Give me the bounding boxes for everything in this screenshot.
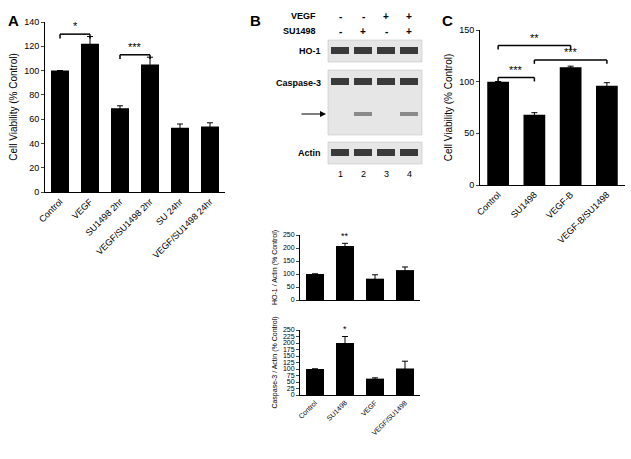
svg-text:Caspase-3: Caspase-3 bbox=[276, 78, 321, 88]
svg-text:50: 50 bbox=[287, 378, 295, 385]
svg-text:HO-1: HO-1 bbox=[299, 46, 321, 56]
svg-text:75: 75 bbox=[287, 372, 295, 379]
svg-text:0: 0 bbox=[291, 391, 295, 398]
svg-text:Cell Viability (% Control): Cell Viability (% Control) bbox=[8, 53, 19, 161]
svg-text:0: 0 bbox=[469, 180, 474, 190]
svg-text:**: ** bbox=[530, 32, 539, 44]
svg-text:-: - bbox=[339, 11, 342, 22]
svg-text:150: 150 bbox=[283, 257, 295, 264]
svg-text:0: 0 bbox=[34, 187, 39, 197]
svg-text:+: + bbox=[406, 11, 412, 22]
svg-text:VEGF/SU1498: VEGF/SU1498 bbox=[370, 399, 408, 437]
svg-text:50: 50 bbox=[287, 283, 295, 290]
svg-text:50: 50 bbox=[464, 128, 474, 138]
svg-text:***: *** bbox=[564, 46, 578, 58]
svg-text:B: B bbox=[250, 12, 261, 29]
svg-text:VEGF/SU1498 2hr: VEGF/SU1498 2hr bbox=[94, 197, 154, 257]
svg-text:SU1498: SU1498 bbox=[509, 190, 539, 220]
svg-text:VEGF: VEGF bbox=[291, 11, 316, 21]
svg-text:VEGF: VEGF bbox=[360, 399, 378, 417]
svg-text:100: 100 bbox=[283, 365, 295, 372]
svg-text:VEGF-B/SU1498: VEGF-B/SU1498 bbox=[556, 190, 612, 246]
svg-text:40: 40 bbox=[29, 139, 39, 149]
svg-text:25: 25 bbox=[287, 385, 295, 392]
svg-text:150: 150 bbox=[459, 25, 474, 35]
svg-text:VEGF/SU1498 24hr: VEGF/SU1498 24hr bbox=[151, 197, 215, 261]
svg-text:SU1498: SU1498 bbox=[325, 399, 348, 422]
svg-text:SU1498: SU1498 bbox=[283, 26, 316, 36]
svg-text:225: 225 bbox=[283, 333, 295, 340]
svg-text:2: 2 bbox=[361, 169, 366, 179]
svg-text:80: 80 bbox=[29, 90, 39, 100]
svg-text:120: 120 bbox=[24, 41, 39, 51]
svg-text:140: 140 bbox=[24, 17, 39, 27]
svg-text:Control: Control bbox=[297, 399, 318, 420]
svg-text:SU1498 2hr: SU1498 2hr bbox=[84, 197, 125, 238]
svg-text:125: 125 bbox=[283, 359, 295, 366]
svg-text:4: 4 bbox=[407, 169, 412, 179]
svg-text:+: + bbox=[383, 11, 389, 22]
svg-text:1: 1 bbox=[338, 169, 343, 179]
svg-text:250: 250 bbox=[283, 231, 295, 238]
svg-text:200: 200 bbox=[283, 339, 295, 346]
svg-text:175: 175 bbox=[283, 346, 295, 353]
svg-text:*: * bbox=[343, 324, 347, 334]
svg-text:250: 250 bbox=[283, 326, 295, 333]
svg-text:Actin: Actin bbox=[298, 148, 321, 158]
svg-text:3: 3 bbox=[384, 169, 389, 179]
svg-text:100: 100 bbox=[283, 270, 295, 277]
svg-text:***: *** bbox=[128, 41, 142, 53]
svg-text:Control: Control bbox=[37, 197, 65, 225]
svg-text:SU 24hr: SU 24hr bbox=[154, 197, 184, 227]
svg-text:HO-1 / Actin (% Control): HO-1 / Actin (% Control) bbox=[271, 230, 279, 305]
svg-text:100: 100 bbox=[24, 66, 39, 76]
svg-text:60: 60 bbox=[29, 114, 39, 124]
svg-text:***: *** bbox=[509, 64, 523, 76]
svg-text:C: C bbox=[442, 12, 453, 29]
svg-text:VEGF: VEGF bbox=[70, 196, 95, 221]
svg-text:*: * bbox=[73, 20, 78, 32]
svg-text:VEGF-B: VEGF-B bbox=[544, 190, 575, 221]
svg-text:100: 100 bbox=[459, 77, 474, 87]
svg-text:-: - bbox=[362, 11, 365, 22]
svg-text:-: - bbox=[339, 26, 342, 37]
svg-text:Cell Viability (% Control): Cell Viability (% Control) bbox=[443, 54, 454, 162]
svg-text:150: 150 bbox=[283, 352, 295, 359]
svg-text:Control: Control bbox=[475, 190, 503, 218]
svg-text:20: 20 bbox=[29, 163, 39, 173]
svg-text:Caspase-3 / Actin (% Control): Caspase-3 / Actin (% Control) bbox=[271, 316, 279, 408]
svg-text:+: + bbox=[360, 26, 366, 37]
svg-text:A: A bbox=[8, 12, 19, 29]
svg-text:**: ** bbox=[341, 231, 349, 241]
svg-text:0: 0 bbox=[291, 296, 295, 303]
svg-text:+: + bbox=[406, 26, 412, 37]
svg-text:200: 200 bbox=[283, 244, 295, 251]
svg-text:-: - bbox=[385, 26, 388, 37]
